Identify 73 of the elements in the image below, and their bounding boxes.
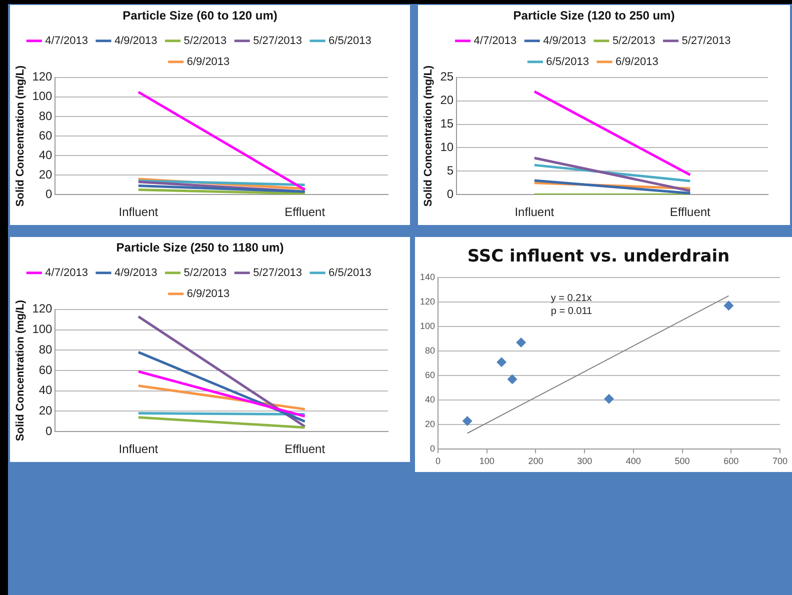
y-axis-title: Solid Concentration (mg/L) xyxy=(14,300,27,442)
y-tick-label: 80 xyxy=(38,342,53,356)
y-tick-label: 120 xyxy=(32,302,53,316)
point xyxy=(462,416,472,426)
x-tick-label: Influent xyxy=(118,442,159,456)
y-tick-label: 80 xyxy=(425,346,436,356)
legend-label: 4/9/2013 xyxy=(543,34,586,47)
y-tick-label: 100 xyxy=(32,322,53,336)
legend-label: 4/7/2013 xyxy=(45,34,88,47)
y-tick-label: 60 xyxy=(38,128,53,142)
annotation: p = 0.011 xyxy=(550,306,593,318)
y-axis-title: Solid Concentration (mg/L) xyxy=(422,65,435,207)
legend-label: 6/5/2013 xyxy=(328,266,372,279)
x-tick-label: 200 xyxy=(528,456,544,466)
legend-label: 6/5/2013 xyxy=(328,34,372,47)
y-tick-label: 20 xyxy=(38,167,53,182)
x-tick-label: 300 xyxy=(577,456,592,466)
y-tick-label: 40 xyxy=(38,148,53,162)
y-tick-label: 0 xyxy=(46,186,53,201)
legend-label: 6/5/2013 xyxy=(546,56,590,68)
annotation: y = 0.21x xyxy=(550,293,592,304)
chart-title: SSC influent vs. underdrain xyxy=(467,246,730,267)
chart-title: Particle Size (60 to 120 um) xyxy=(122,8,278,23)
x-tick-label: 600 xyxy=(724,456,739,466)
x-tick-label: 100 xyxy=(479,456,494,466)
legend-label: 5/2/2013 xyxy=(184,34,227,47)
y-tick-label: 20 xyxy=(38,404,53,418)
y-tick-label: 40 xyxy=(38,383,53,398)
x-tick-label: 400 xyxy=(626,456,641,466)
y-tick-label: 15 xyxy=(440,116,454,131)
point xyxy=(516,337,526,348)
y-tick-label: 120 xyxy=(420,296,436,306)
point xyxy=(604,394,614,404)
point xyxy=(507,374,518,384)
y-tick-label: 100 xyxy=(420,320,436,331)
x-tick-label: Effluent xyxy=(670,205,712,220)
y-tick-label: 60 xyxy=(425,370,436,380)
y-tick-label: 100 xyxy=(32,89,53,104)
legend-label: 5/27/2013 xyxy=(253,34,302,47)
y-tick-label: 40 xyxy=(425,394,436,405)
y-tick-label: 60 xyxy=(38,362,53,377)
point xyxy=(496,357,507,368)
y-tick-label: 80 xyxy=(38,108,53,123)
x-tick-label: 500 xyxy=(674,456,690,466)
y-tick-label: 120 xyxy=(32,70,53,84)
x-tick-label: 700 xyxy=(772,456,788,466)
y-tick-label: 140 xyxy=(420,272,436,282)
legend-label: 4/7/2013 xyxy=(474,34,517,47)
y-tick-label: 20 xyxy=(425,419,436,430)
legend-label: 4/9/2013 xyxy=(114,34,158,47)
y-tick-label: 0 xyxy=(46,424,53,438)
legend-label: 5/27/2013 xyxy=(682,34,731,47)
legend-label: 4/7/2013 xyxy=(45,266,88,279)
x-tick-label: Effluent xyxy=(284,205,326,220)
legend-label: 4/9/2013 xyxy=(114,266,158,279)
y-axis-title: Solid Concentration (mg/L) xyxy=(14,65,27,207)
y-tick-label: 5 xyxy=(446,163,454,178)
point xyxy=(724,300,734,311)
legend-label: 6/9/2013 xyxy=(616,56,658,68)
x-tick-label: Effluent xyxy=(284,442,326,456)
legend-label: 5/2/2013 xyxy=(184,266,227,279)
y-tick-label: 10 xyxy=(440,140,454,154)
chart-title: Particle Size (120 to 250 um) xyxy=(513,8,675,23)
y-tick-label: 20 xyxy=(440,93,454,108)
x-tick-label: Influent xyxy=(514,205,555,220)
x-tick-label: Influent xyxy=(118,205,159,220)
y-tick-label: 25 xyxy=(440,70,454,84)
legend-label: 5/2/2013 xyxy=(612,34,656,47)
legend-label: 6/9/2013 xyxy=(186,56,230,68)
y-tick-label: 0 xyxy=(446,186,454,201)
legend-label: 5/27/2013 xyxy=(253,266,302,279)
legend-label: 6/9/2013 xyxy=(186,288,230,300)
chart-title: Particle Size (250 to 1180 um) xyxy=(116,240,284,255)
